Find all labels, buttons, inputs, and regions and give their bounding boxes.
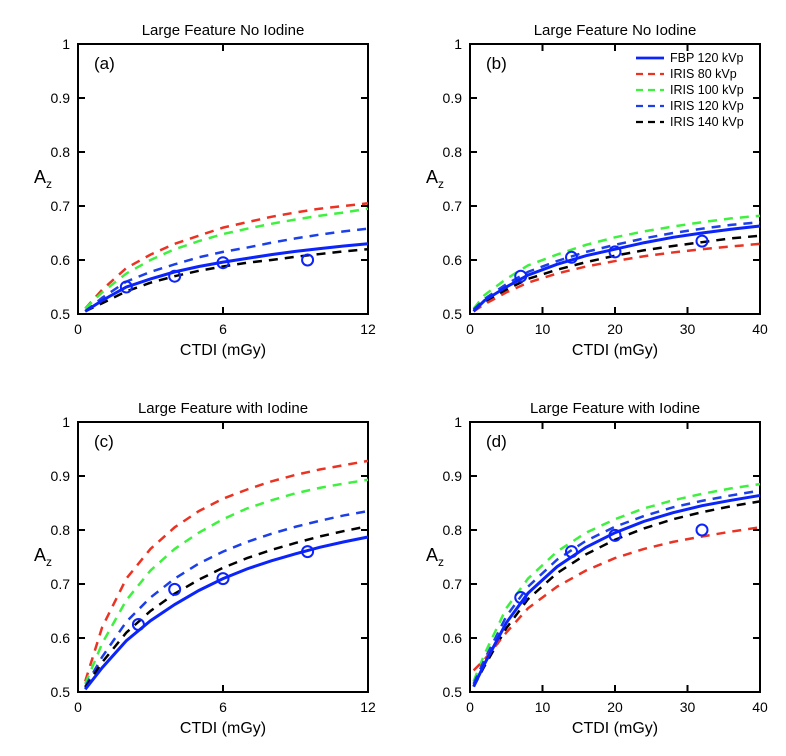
svg-text:30: 30 <box>680 699 696 715</box>
svg-text:0.7: 0.7 <box>51 576 71 592</box>
svg-text:40: 40 <box>752 321 768 337</box>
chart-svg: 0102030400.50.60.70.80.91FBP 120 kVpIRIS… <box>470 44 760 314</box>
series-iris120 <box>474 222 760 309</box>
svg-text:0.7: 0.7 <box>443 576 463 592</box>
series-iris80 <box>474 527 760 670</box>
y-axis-label: Az <box>426 167 444 191</box>
panel-d: Large Feature with IodineAzCTDI (mGy)(d)… <box>470 422 760 692</box>
panel-title: Large Feature with Iodine <box>78 400 368 417</box>
svg-text:0.5: 0.5 <box>51 306 71 322</box>
svg-text:40: 40 <box>752 699 768 715</box>
panel-title: Large Feature No Iodine <box>78 22 368 39</box>
panel-c: Large Feature with IodineAzCTDI (mGy)(c)… <box>78 422 368 692</box>
panel-letter: (a) <box>94 54 115 74</box>
svg-text:0: 0 <box>466 699 474 715</box>
svg-text:0: 0 <box>466 321 474 337</box>
svg-text:0.5: 0.5 <box>443 684 463 700</box>
chart-svg: 0102030400.50.60.70.80.91 <box>470 422 760 692</box>
svg-text:0.5: 0.5 <box>51 684 71 700</box>
series-iris100 <box>474 484 760 681</box>
legend-label: IRIS 100 kVp <box>670 83 744 97</box>
svg-text:12: 12 <box>360 699 376 715</box>
panel-letter: (d) <box>486 432 507 452</box>
svg-text:0.7: 0.7 <box>51 198 71 214</box>
svg-text:1: 1 <box>62 414 70 430</box>
series-fbp120 <box>85 537 368 689</box>
series-fbp120 <box>85 244 368 311</box>
panel-a: Large Feature No IodineAzCTDI (mGy)(a)06… <box>78 44 368 314</box>
panel-title: Large Feature with Iodine <box>470 400 760 417</box>
svg-text:0.8: 0.8 <box>443 522 463 538</box>
svg-text:6: 6 <box>219 321 227 337</box>
svg-text:0.6: 0.6 <box>443 252 463 268</box>
svg-text:12: 12 <box>360 321 376 337</box>
svg-text:0.8: 0.8 <box>51 522 71 538</box>
legend: FBP 120 kVp IRIS 80 kVp IRIS 100 kVp IRIS 1… <box>630 50 756 136</box>
y-axis-label: Az <box>426 545 444 569</box>
svg-text:10: 10 <box>535 699 551 715</box>
svg-text:0: 0 <box>74 699 82 715</box>
svg-text:6: 6 <box>219 699 227 715</box>
series-iris80 <box>85 461 368 681</box>
series-fbp120 <box>474 495 760 686</box>
panel-letter: (b) <box>486 54 507 74</box>
y-axis-label: Az <box>34 167 52 191</box>
svg-text:0.6: 0.6 <box>51 252 71 268</box>
legend-label: IRIS 80 kVp <box>670 67 737 81</box>
svg-text:0.6: 0.6 <box>443 630 463 646</box>
svg-text:0.9: 0.9 <box>51 90 71 106</box>
svg-text:20: 20 <box>607 699 623 715</box>
svg-text:0.9: 0.9 <box>443 90 463 106</box>
x-axis-label: CTDI (mGy) <box>470 720 760 738</box>
legend-label: FBP 120 kVp <box>670 51 743 65</box>
svg-text:1: 1 <box>62 36 70 52</box>
svg-text:30: 30 <box>680 321 696 337</box>
svg-text:0: 0 <box>74 321 82 337</box>
y-axis-label: Az <box>34 545 52 569</box>
series-iris120 <box>85 229 368 312</box>
svg-text:0.9: 0.9 <box>51 468 71 484</box>
panel-title: Large Feature No Iodine <box>470 22 760 39</box>
marker-fbp120 <box>697 525 708 536</box>
svg-text:1: 1 <box>454 36 462 52</box>
svg-text:0.5: 0.5 <box>443 306 463 322</box>
series-fbp120 <box>474 226 760 311</box>
svg-text:0.9: 0.9 <box>443 468 463 484</box>
panel-letter: (c) <box>94 432 114 452</box>
svg-text:0.7: 0.7 <box>443 198 463 214</box>
legend-label: IRIS 140 kVp <box>670 115 744 129</box>
series-iris120 <box>85 511 368 686</box>
svg-text:0.6: 0.6 <box>51 630 71 646</box>
figure-root: Large Feature No IodineAzCTDI (mGy)(a)06… <box>0 0 786 756</box>
svg-text:0.8: 0.8 <box>51 144 71 160</box>
svg-text:1: 1 <box>454 414 462 430</box>
legend-label: IRIS 120 kVp <box>670 99 744 113</box>
chart-svg: 06120.50.60.70.80.91 <box>78 44 368 314</box>
x-axis-label: CTDI (mGy) <box>78 342 368 360</box>
svg-text:0.8: 0.8 <box>443 144 463 160</box>
x-axis-label: CTDI (mGy) <box>78 720 368 738</box>
svg-text:10: 10 <box>535 321 551 337</box>
svg-text:20: 20 <box>607 321 623 337</box>
x-axis-label: CTDI (mGy) <box>470 342 760 360</box>
panel-b: Large Feature No IodineAzCTDI (mGy)(b)01… <box>470 44 760 314</box>
chart-svg: 06120.50.60.70.80.91 <box>78 422 368 692</box>
